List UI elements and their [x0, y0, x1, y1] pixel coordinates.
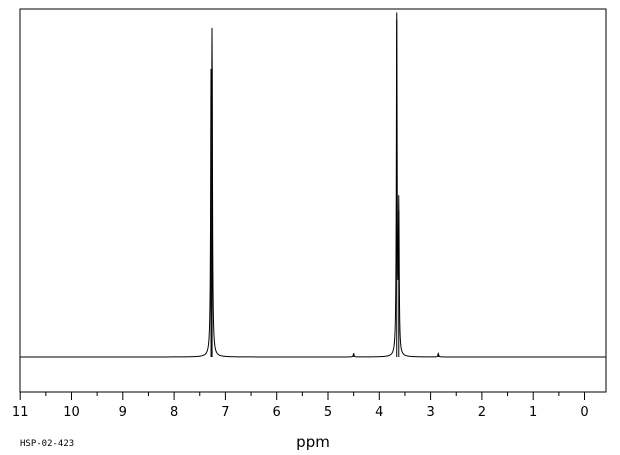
x-axis-tick-labels: 11 10 9 8 7 6 5 4 3 2 1 0 — [12, 405, 589, 420]
x-axis-title: ppm — [296, 433, 330, 451]
spectrum-peaks — [210, 19, 439, 357]
plot-frame — [19, 8, 607, 393]
x-tick-label: 5 — [324, 405, 332, 420]
x-tick-label: 11 — [12, 405, 29, 420]
x-tick-label: 0 — [580, 405, 588, 420]
x-tick-label: 4 — [375, 405, 383, 420]
x-tick-label: 1 — [529, 405, 537, 420]
x-axis-ticks — [19, 392, 585, 400]
x-tick-label: 7 — [221, 405, 229, 420]
catalog-id-label: HSP-02-423 — [20, 439, 74, 449]
x-tick-label: 8 — [170, 405, 178, 420]
x-tick-label: 2 — [478, 405, 486, 420]
x-tick-label: 9 — [119, 405, 127, 420]
x-tick-label: 6 — [273, 405, 281, 420]
spectrum-line — [20, 12, 606, 358]
x-tick-label: 10 — [63, 405, 80, 420]
x-tick-label: 3 — [426, 405, 434, 420]
